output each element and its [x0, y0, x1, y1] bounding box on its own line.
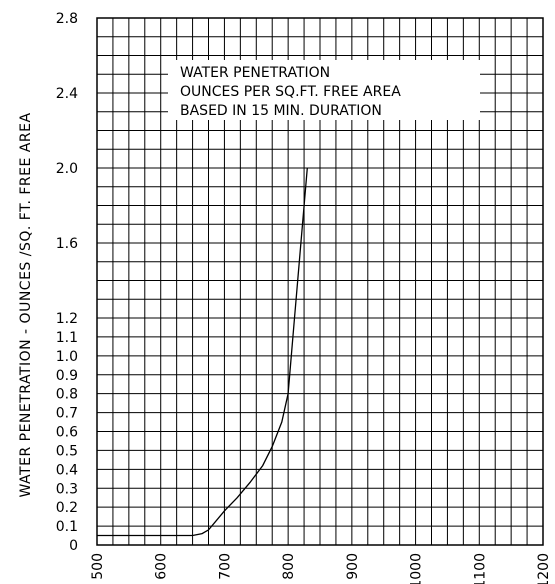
note-line: BASED IN 15 MIN. DURATION: [180, 103, 382, 119]
y-tick-label: 0.9: [56, 368, 78, 384]
x-tick-label: 800: [281, 553, 297, 580]
note-line: WATER PENETRATION: [180, 65, 330, 81]
x-tick-label: 1100: [472, 553, 488, 584]
y-tick-label: 1.0: [56, 349, 78, 365]
y-tick-label: 0.7: [56, 406, 78, 422]
y-tick-label: 0.6: [56, 425, 78, 441]
y-tick-label: 1.6: [56, 236, 78, 252]
y-tick-label: 2.4: [56, 86, 78, 102]
y-tick-label: 0.3: [56, 481, 78, 497]
y-tick-label: 0: [69, 538, 78, 554]
y-tick-label: 0.4: [56, 462, 78, 478]
y-axis-label: WATER PENETRATION - OUNCES /SQ. FT. FREE…: [18, 112, 34, 497]
chart-note: WATER PENETRATION OUNCES PER SQ.FT. FREE …: [168, 60, 480, 120]
note-line: OUNCES PER SQ.FT. FREE AREA: [180, 84, 401, 100]
x-tick-label: 600: [154, 553, 170, 580]
x-tick-label: 500: [90, 553, 106, 580]
y-tick-label: 0.1: [56, 519, 78, 535]
y-tick-label: 2.8: [56, 11, 78, 27]
x-tick-label: 700: [217, 553, 233, 580]
data-series-line: [97, 167, 308, 537]
y-tick-label: 0.2: [56, 500, 78, 516]
x-tick-label: 1000: [409, 553, 425, 584]
note-box: [168, 60, 480, 120]
y-tick-label: 2.0: [56, 161, 78, 177]
plot-frame: [96, 17, 544, 546]
y-tick-label: 0.8: [56, 387, 78, 403]
chart-grid: [96, 17, 544, 546]
plot-border: [96, 17, 544, 546]
y-tick-label: 1.2: [56, 311, 78, 327]
series-layer: [97, 167, 308, 537]
y-tick-label: 1.1: [56, 330, 78, 346]
y-tick-label: 0.5: [56, 443, 78, 459]
x-tick-label: 1200: [536, 553, 552, 584]
tick-labels: 0 0.1 0.2 0.3 0.4 0.5 0.6 0.7 0.8 0.9 1.0 1.1 1.2 1.6…: [56, 11, 552, 584]
x-tick-label: 900: [345, 553, 361, 580]
